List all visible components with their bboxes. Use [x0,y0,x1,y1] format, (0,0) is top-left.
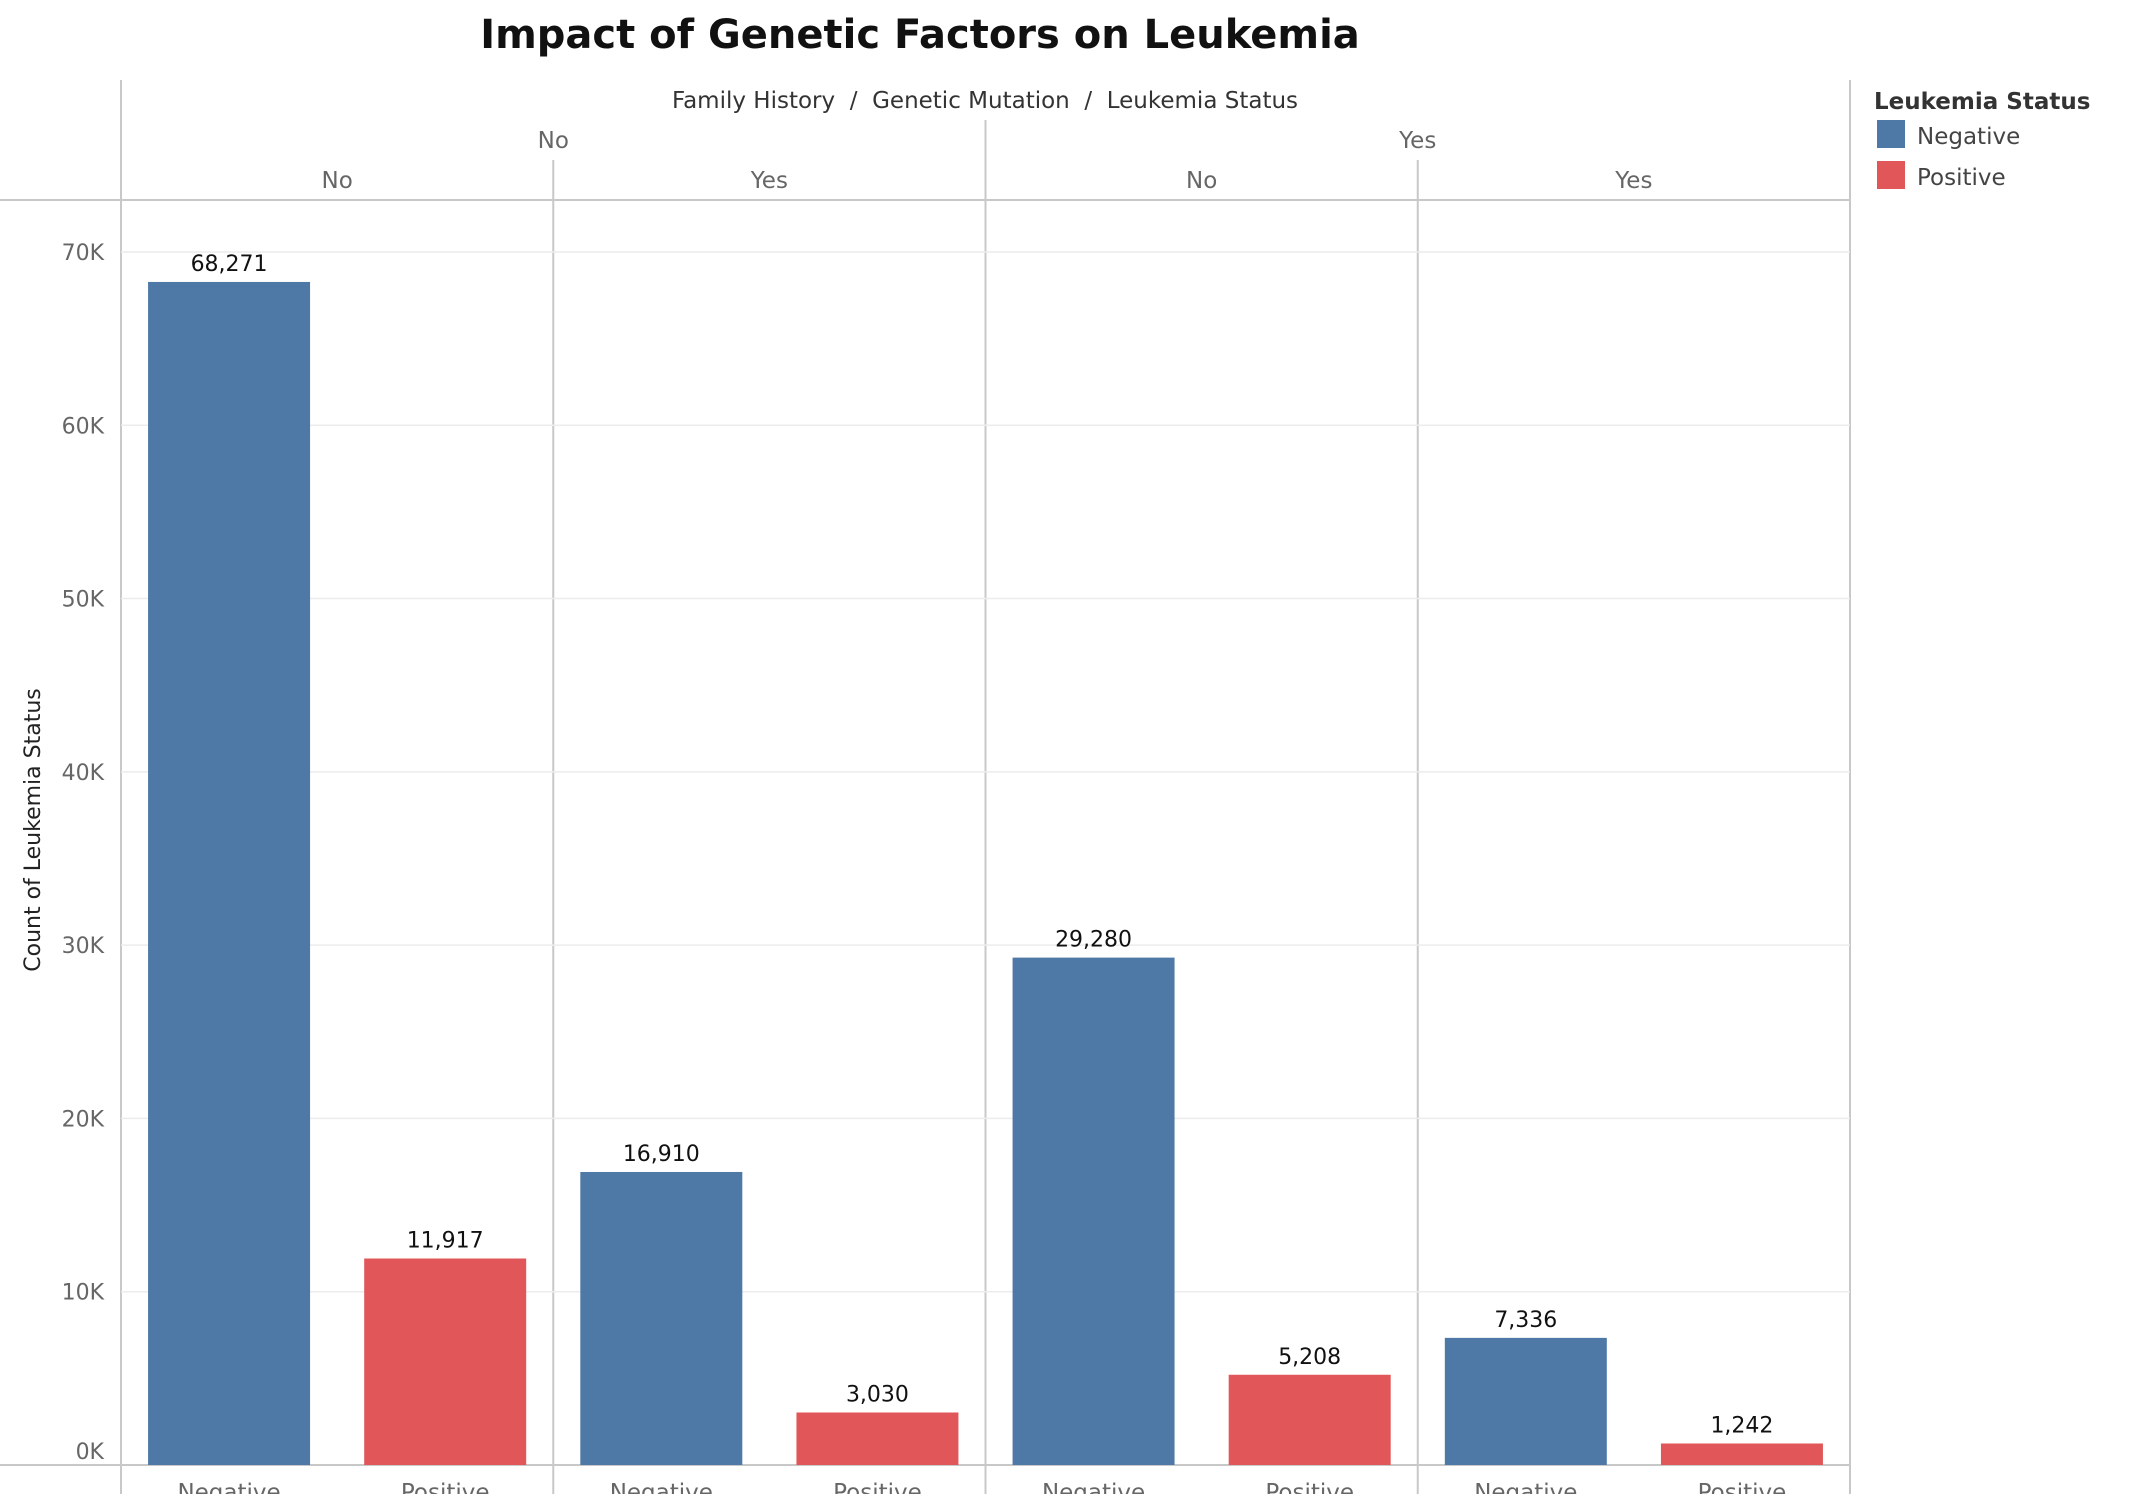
x-tick-label: Positive [401,1480,490,1494]
x-tick-label: Negative [1042,1480,1145,1494]
data-label: 68,271 [191,252,268,277]
bar-positive [1660,1443,1823,1465]
genetic-mutation-header: No [1186,168,1217,194]
legend-label-positive: Positive [1917,165,2006,191]
bar-negative [1012,957,1175,1465]
legend-swatch-positive [1877,161,1905,189]
x-tick-label: Positive [1265,1480,1354,1494]
x-tick-label: Negative [610,1480,713,1494]
genetic-mutation-header: Yes [1614,168,1652,194]
data-label: 11,917 [407,1228,484,1253]
y-axis: 0K 10K 20K 30K 40K 50K 60K 70K [62,241,105,1465]
data-label: 7,336 [1494,1308,1557,1333]
bar-positive [364,1258,527,1465]
y-tick-label: 50K [62,588,105,613]
y-tick-label: 0K [76,1440,105,1465]
gridlines [121,251,1850,1293]
y-tick-label: 70K [62,241,105,266]
y-tick-label: 60K [62,414,105,439]
y-tick-label: 20K [62,1107,105,1132]
legend-swatch-negative [1877,120,1905,148]
x-tick-label: Negative [177,1480,280,1494]
y-tick-label: 30K [62,934,105,959]
y-tick-label: 40K [62,761,105,786]
data-label: 16,910 [623,1142,700,1167]
bar-positive [1228,1374,1391,1465]
data-label: 5,208 [1278,1345,1341,1370]
column-header: Family History / Genetic Mutation / Leuk… [672,88,1298,114]
bar-negative [580,1171,743,1465]
family-history-header: Yes [1398,128,1436,154]
family-history-header: No [538,128,569,154]
data-labels: 68,271 11,917 16,910 3,030 29,280 5,208 7,336 1… [191,252,1774,1439]
legend-title: Leukemia Status [1874,89,2090,115]
column-headers: No Yes No Yes No Yes [321,128,1652,194]
data-label: 3,030 [846,1382,909,1407]
x-tick-label: Negative [1474,1480,1577,1494]
y-axis-title: Count of Leukemia Status [21,688,46,972]
bar-negative [148,281,311,1465]
legend: Leukemia Status Negative Positive [1874,89,2090,191]
chart-title: Impact of Genetic Factors on Leukemia [480,12,1360,58]
legend-label-negative: Negative [1917,124,2020,150]
x-axis-labels: Negative Positive Negative Positive Negative… [177,1480,1786,1494]
bar-negative [1444,1337,1607,1465]
bar-positive [796,1412,959,1465]
x-tick-label: Positive [1698,1480,1787,1494]
data-label: 29,280 [1055,928,1132,953]
data-label: 1,242 [1710,1413,1773,1438]
bars [148,281,1823,1465]
genetic-mutation-header: Yes [750,168,788,194]
x-tick-label: Positive [833,1480,922,1494]
genetic-mutation-header: No [321,168,352,194]
y-tick-label: 10K [62,1281,105,1306]
